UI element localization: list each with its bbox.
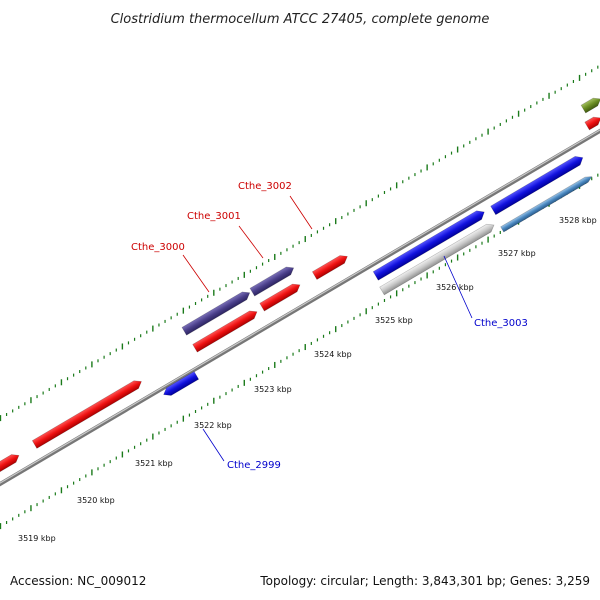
feature-olive[interactable] bbox=[580, 95, 600, 114]
feature-blue-main[interactable] bbox=[372, 208, 487, 281]
leader-cthe-3003 bbox=[443, 255, 473, 319]
genome-backbone-highlight bbox=[0, 129, 600, 484]
gene-label-cthe-3000[interactable]: Cthe_3000 bbox=[131, 242, 185, 253]
feature-cthe-3000[interactable] bbox=[181, 289, 252, 336]
gene-label-cthe-3002[interactable]: Cthe_3002 bbox=[238, 181, 292, 192]
kbp-label: 3523 kbp bbox=[254, 385, 292, 394]
gene-label-cthe-3003[interactable]: Cthe_3003 bbox=[474, 318, 528, 329]
feature-cthe-3002[interactable] bbox=[311, 252, 349, 280]
feature-lblue[interactable] bbox=[500, 174, 594, 233]
kbp-label: 3525 kbp bbox=[375, 316, 413, 325]
accession-text: Accession: NC_009012 bbox=[10, 574, 146, 588]
kbp-label: 3522 kbp bbox=[194, 421, 232, 430]
gene-label-cthe-3001[interactable]: Cthe_3001 bbox=[187, 211, 241, 222]
topology-summary: Topology: circular; Length: 3,843,301 bp… bbox=[259, 574, 590, 588]
feature-red-top[interactable] bbox=[584, 114, 600, 131]
map-title: Clostridium thermocellum ATCC 27405, com… bbox=[111, 12, 490, 27]
genome-backbone bbox=[0, 128, 600, 487]
feature-red-b[interactable] bbox=[259, 281, 302, 312]
kbp-label: 3527 kbp bbox=[498, 249, 536, 258]
kbp-label: 3521 kbp bbox=[135, 459, 173, 468]
feature-cthe-3001[interactable] bbox=[249, 264, 296, 297]
leader-cthe-3000 bbox=[182, 254, 210, 293]
leader-cthe-3002 bbox=[289, 195, 313, 230]
feature-red-a[interactable] bbox=[192, 308, 260, 353]
feature-gray-rna[interactable] bbox=[379, 221, 497, 296]
kbp-label: 3524 kbp bbox=[314, 350, 352, 359]
feature-red-left[interactable] bbox=[0, 452, 21, 475]
kbp-label: 3528 kbp bbox=[559, 216, 597, 225]
feature-red-long[interactable] bbox=[31, 378, 143, 449]
kbp-label: 3520 kbp bbox=[77, 496, 115, 505]
leader-cthe-3001 bbox=[238, 225, 264, 259]
leader-cthe-2999 bbox=[202, 428, 225, 462]
feature-track bbox=[0, 95, 600, 475]
kbp-label: 3519 kbp bbox=[18, 534, 56, 543]
label-leaders bbox=[182, 195, 473, 462]
feature-cthe-2999[interactable] bbox=[161, 371, 200, 398]
gene-label-cthe-2999[interactable]: Cthe_2999 bbox=[227, 460, 281, 471]
feature-blue-right[interactable] bbox=[490, 153, 586, 216]
tick-marks bbox=[0, 65, 599, 530]
kbp-label: 3526 kbp bbox=[436, 283, 474, 292]
